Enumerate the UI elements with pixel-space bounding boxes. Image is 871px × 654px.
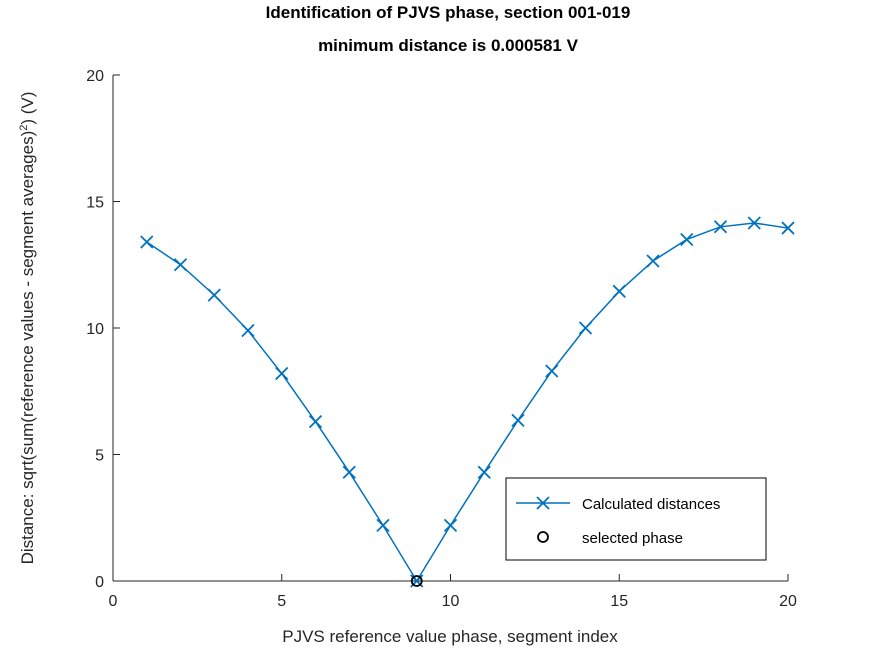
x-tick-label: 15 [610,593,628,610]
data-point-calculated-distance [376,518,390,532]
data-point-calculated-distance [207,288,221,302]
y-tick-label: 15 [86,195,104,212]
chart-title-line-1: Identification of PJVS phase, section 00… [266,3,631,22]
x-tick-label: 5 [277,593,286,610]
data-point-calculated-distance [747,216,761,230]
data-point-calculated-distance [612,284,626,298]
y-tick-label: 20 [86,68,104,85]
data-point-calculated-distance [713,220,728,234]
y-axis-label: Distance: sqrt(sum(reference values - se… [18,92,37,565]
y-tick-label: 5 [95,448,104,465]
chart-title-line-2: minimum distance is 0.000581 V [318,36,579,55]
x-tick-label: 10 [442,593,460,610]
data-point-calculated-distance [545,364,559,378]
data-point-calculated-distance [173,258,188,272]
plot-marks [140,216,795,588]
data-point-calculated-distance [140,235,154,249]
data-point-calculated-distance [646,254,660,268]
y-tick-label: 0 [95,574,104,591]
data-point-calculated-distance [443,518,458,532]
legend-box [505,477,767,561]
x-tick-label: 20 [779,593,797,610]
y-axis-label-sup: 2 [18,125,30,131]
legend-label-calculated: Calculated distances [582,496,720,513]
data-point-calculated-distance [275,366,289,381]
x-tick-label: 0 [109,593,118,610]
data-point-calculated-distance [308,414,323,429]
x-axis-ticks: 0 5 10 15 20 [109,574,797,610]
data-point-calculated-distance [680,232,694,247]
y-axis-ticks: 0 5 10 15 20 [86,68,120,591]
legend: Calculated distances selected phase [505,477,767,561]
data-point-calculated-distance [477,465,491,479]
legend-label-selected: selected phase [582,530,683,547]
data-point-calculated-distance [511,413,525,427]
data-point-calculated-distance [578,321,593,335]
data-point-selected-phase [410,575,423,587]
y-tick-label: 10 [86,321,104,338]
data-point-calculated-distance [781,221,795,235]
x-axis-label: PJVS reference value phase, segment inde… [282,627,618,646]
series-line-calculated-distances [146,222,789,583]
y-axis-label-main: Distance: sqrt(sum(reference values - se… [18,131,37,565]
legend-marker-selected [537,531,549,543]
data-point-calculated-distance [342,465,356,479]
data-point-calculated-distance [241,323,255,338]
y-axis-label-end: ) (V) [18,92,37,125]
legend-marker-calculated [536,496,550,510]
